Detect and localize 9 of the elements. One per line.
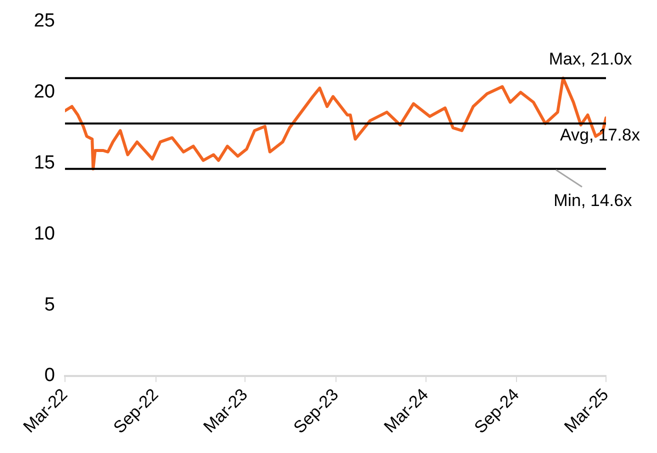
y-tick-label: 0: [44, 365, 55, 386]
y-tick-label: 25: [34, 10, 55, 32]
ref-line-label: Avg, 17.8x: [560, 126, 640, 145]
y-tick-label: 10: [34, 223, 55, 244]
ref-line-label: Max, 21.0x: [548, 49, 632, 68]
ref-line-label: Min, 14.6x: [554, 191, 632, 210]
y-tick-label: 15: [34, 152, 55, 174]
y-tick-label: 5: [44, 294, 55, 316]
y-tick-label: 20: [34, 82, 55, 103]
